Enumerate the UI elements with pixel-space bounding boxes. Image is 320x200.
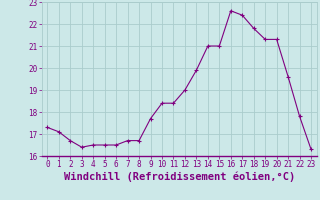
X-axis label: Windchill (Refroidissement éolien,°C): Windchill (Refroidissement éolien,°C): [64, 172, 295, 182]
